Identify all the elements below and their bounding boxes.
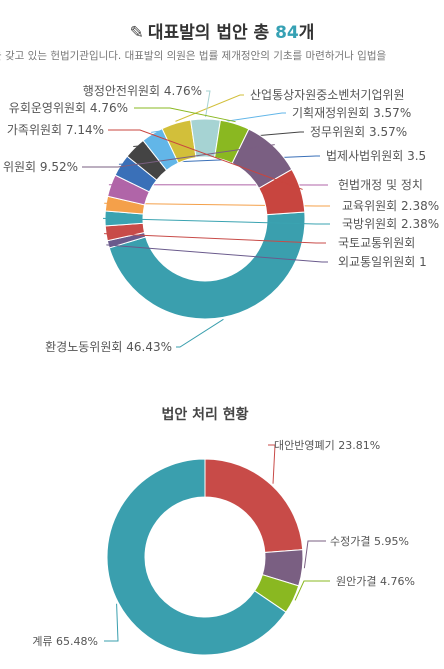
bill-status-donut-chart: 대안반영폐기 23.81% 수정가결 5.95% 원안가결 4.76% 계류 65.4… [32,439,415,656]
slice-label: 헌법개정 및 정치 [338,178,423,192]
donut-slice[interactable] [258,168,306,216]
slice-label: 계류 65.48% [32,635,98,648]
leader-line [82,144,275,168]
leader-line [104,202,330,207]
leader-line [176,318,224,348]
page-title: ✎ 대표발의 법안 총 84개 [0,18,444,43]
leader-line [102,217,330,225]
title-prefix: 대표발의 법안 총 [147,23,276,43]
slice-label: 법제사법위원회 3.5 [326,149,426,163]
page-subtitle: 을 갖고 있는 헌법기관입니다. 대표발의 의원은 법률 제개정안의 기초를 마… [0,50,387,62]
leader-line [294,580,330,601]
slice-label: 환경노동위원회 46.43% [45,340,172,354]
chart-title-bill-status: 법안 처리 현황 [161,406,248,423]
slice-label: 기획재정위원회 3.57% [292,106,411,120]
slice-label: 국방위원회 2.38% [342,217,439,231]
donut-slice[interactable] [108,211,306,320]
slice-label: 산업통상자원중소벤처기업위원 [250,88,405,102]
slice-label: 대안반영폐기 23.81% [274,439,380,452]
slice-label: 수정가결 5.95% [330,535,409,548]
slice-label: 국토교통위원회 [338,236,415,250]
leader-line [104,603,119,642]
leader-line [104,233,326,244]
leader-line [205,90,211,118]
title-count: 84 [275,23,299,43]
title-suffix: 개 [298,23,315,43]
slice-label: 가족위원회 7.14% [7,123,104,137]
leader-line [134,107,236,123]
slice-label: 유회운영위원회 4.76% [9,101,128,115]
pencil-icon: ✎ [129,23,144,43]
committee-donut-chart: 환경노동위원회 46.43% 외교통일위원회 1 국토교통위원회 국방위원회 2.38… [3,83,439,354]
slice-label: 외교통일위원회 1 [338,255,427,269]
donut-slice[interactable] [106,458,287,656]
donut-slice[interactable] [204,458,304,554]
leader-line [118,155,320,165]
slice-label: 원안가결 4.76% [336,575,415,588]
leader-line [175,94,244,122]
leader-line [268,444,276,484]
leader-line [303,540,326,569]
leader-line [106,244,328,263]
slice-label: 위원회 9.52% [3,160,78,174]
slice-label: 행정안전위원회 4.76% [83,83,202,98]
slice-label: 교육위원회 2.38% [342,199,439,213]
leader-line [108,129,303,190]
slice-label: 정무위원회 3.57% [310,125,407,139]
